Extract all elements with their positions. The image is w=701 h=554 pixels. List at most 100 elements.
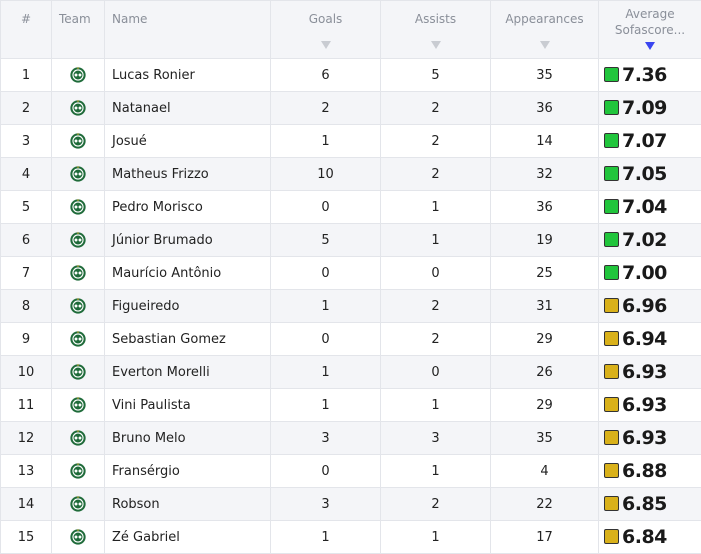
rating-value: 6.96: [622, 295, 667, 317]
rating-cell: 7.09: [599, 92, 701, 125]
player-name-link[interactable]: Pedro Morisco: [105, 191, 271, 224]
sort-arrow-icon[interactable]: [431, 41, 441, 49]
assists-cell: 3: [381, 422, 491, 455]
rank-cell: 3: [1, 125, 52, 158]
sort-active-arrow-icon[interactable]: [645, 42, 655, 50]
goals-cell: 0: [271, 455, 381, 488]
assists-cell: 0: [381, 257, 491, 290]
club-crest-icon: [69, 231, 87, 249]
player-name-link[interactable]: Josué: [105, 125, 271, 158]
table-row[interactable]: 10 Everton Morelli 1 0 26 6.93: [1, 356, 701, 389]
goals-cell: 0: [271, 191, 381, 224]
player-name-link[interactable]: Fransérgio: [105, 455, 271, 488]
table-row[interactable]: 4 Matheus Frizzo 10 2 32 7.05: [1, 158, 701, 191]
goals-cell: 3: [271, 488, 381, 521]
rank-cell: 9: [1, 323, 52, 356]
rating-cell: 6.93: [599, 356, 701, 389]
header-assists[interactable]: Assists: [381, 1, 491, 59]
player-name-link[interactable]: Robson: [105, 488, 271, 521]
rating-value: 7.04: [622, 196, 667, 218]
goals-cell: 6: [271, 59, 381, 92]
club-crest-icon: [69, 132, 87, 150]
player-name-link[interactable]: Figueiredo: [105, 290, 271, 323]
rating-cell: 7.00: [599, 257, 701, 290]
player-name-link[interactable]: Júnior Brumado: [105, 224, 271, 257]
goals-cell: 1: [271, 290, 381, 323]
player-name-link[interactable]: Bruno Melo: [105, 422, 271, 455]
player-name-link[interactable]: Everton Morelli: [105, 356, 271, 389]
appearances-cell: 4: [491, 455, 599, 488]
table-row[interactable]: 3 Josué 1 2 14 7.07: [1, 125, 701, 158]
table-row[interactable]: 15 Zé Gabriel 1 1 17 6.84: [1, 521, 701, 554]
table-row[interactable]: 12 Bruno Melo 3 3 35 6.93: [1, 422, 701, 455]
assists-cell: 0: [381, 356, 491, 389]
rank-cell: 6: [1, 224, 52, 257]
player-name-link[interactable]: Vini Paulista: [105, 389, 271, 422]
rating-color-swatch: [604, 166, 619, 181]
rating-color-swatch: [604, 364, 619, 379]
rank-cell: 14: [1, 488, 52, 521]
appearances-cell: 22: [491, 488, 599, 521]
rating-color-swatch: [604, 67, 619, 82]
table-row[interactable]: 14 Robson 3 2 22 6.85: [1, 488, 701, 521]
club-crest-icon: [69, 462, 87, 480]
rating-value: 6.88: [622, 460, 667, 482]
rating-cell: 7.36: [599, 59, 701, 92]
player-name-link[interactable]: Matheus Frizzo: [105, 158, 271, 191]
player-name-link[interactable]: Lucas Ronier: [105, 59, 271, 92]
rating-cell: 6.84: [599, 521, 701, 554]
rating-cell: 6.85: [599, 488, 701, 521]
rank-cell: 8: [1, 290, 52, 323]
rating-cell: 6.88: [599, 455, 701, 488]
club-crest-icon: [69, 429, 87, 447]
assists-cell: 2: [381, 323, 491, 356]
rating-cell: 6.93: [599, 422, 701, 455]
table-row[interactable]: 6 Júnior Brumado 5 1 19 7.02: [1, 224, 701, 257]
rank-cell: 5: [1, 191, 52, 224]
club-crest-icon: [69, 363, 87, 381]
rating-cell: 6.96: [599, 290, 701, 323]
table-row[interactable]: 5 Pedro Morisco 0 1 36 7.04: [1, 191, 701, 224]
rating-value: 6.84: [622, 526, 667, 548]
player-name-link[interactable]: Zé Gabriel: [105, 521, 271, 554]
header-appearances[interactable]: Appearances: [491, 1, 599, 59]
team-cell: [52, 455, 105, 488]
table-body: 1 Lucas Ronier 6 5 35 7.36 2: [1, 59, 701, 554]
team-cell: [52, 224, 105, 257]
goals-cell: 0: [271, 323, 381, 356]
appearances-cell: 35: [491, 422, 599, 455]
table-row[interactable]: 9 Sebastian Gomez 0 2 29 6.94: [1, 323, 701, 356]
club-crest-icon: [69, 495, 87, 513]
assists-cell: 2: [381, 290, 491, 323]
assists-cell: 1: [381, 389, 491, 422]
assists-cell: 2: [381, 488, 491, 521]
table-row[interactable]: 13 Fransérgio 0 1 4 6.88: [1, 455, 701, 488]
header-goals[interactable]: Goals: [271, 1, 381, 59]
goals-cell: 0: [271, 257, 381, 290]
table-row[interactable]: 7 Maurício Antônio 0 0 25 7.00: [1, 257, 701, 290]
player-name-link[interactable]: Maurício Antônio: [105, 257, 271, 290]
appearances-cell: 19: [491, 224, 599, 257]
table-row[interactable]: 11 Vini Paulista 1 1 29 6.93: [1, 389, 701, 422]
rating-cell: 7.07: [599, 125, 701, 158]
rating-cell: 6.93: [599, 389, 701, 422]
sort-arrow-icon[interactable]: [321, 41, 331, 49]
table-row[interactable]: 2 Natanael 2 2 36 7.09: [1, 92, 701, 125]
appearances-cell: 29: [491, 323, 599, 356]
club-crest-icon: [69, 528, 87, 546]
rating-color-swatch: [604, 199, 619, 214]
player-name-link[interactable]: Natanael: [105, 92, 271, 125]
team-cell: [52, 257, 105, 290]
rating-color-swatch: [604, 463, 619, 478]
table-row[interactable]: 8 Figueiredo 1 2 31 6.96: [1, 290, 701, 323]
player-name-link[interactable]: Sebastian Gomez: [105, 323, 271, 356]
club-crest-icon: [69, 165, 87, 183]
club-crest-icon: [69, 330, 87, 348]
goals-cell: 3: [271, 422, 381, 455]
table-row[interactable]: 1 Lucas Ronier 6 5 35 7.36: [1, 59, 701, 92]
appearances-cell: 32: [491, 158, 599, 191]
rating-value: 6.94: [622, 328, 667, 350]
sort-arrow-icon[interactable]: [540, 41, 550, 49]
appearances-cell: 29: [491, 389, 599, 422]
